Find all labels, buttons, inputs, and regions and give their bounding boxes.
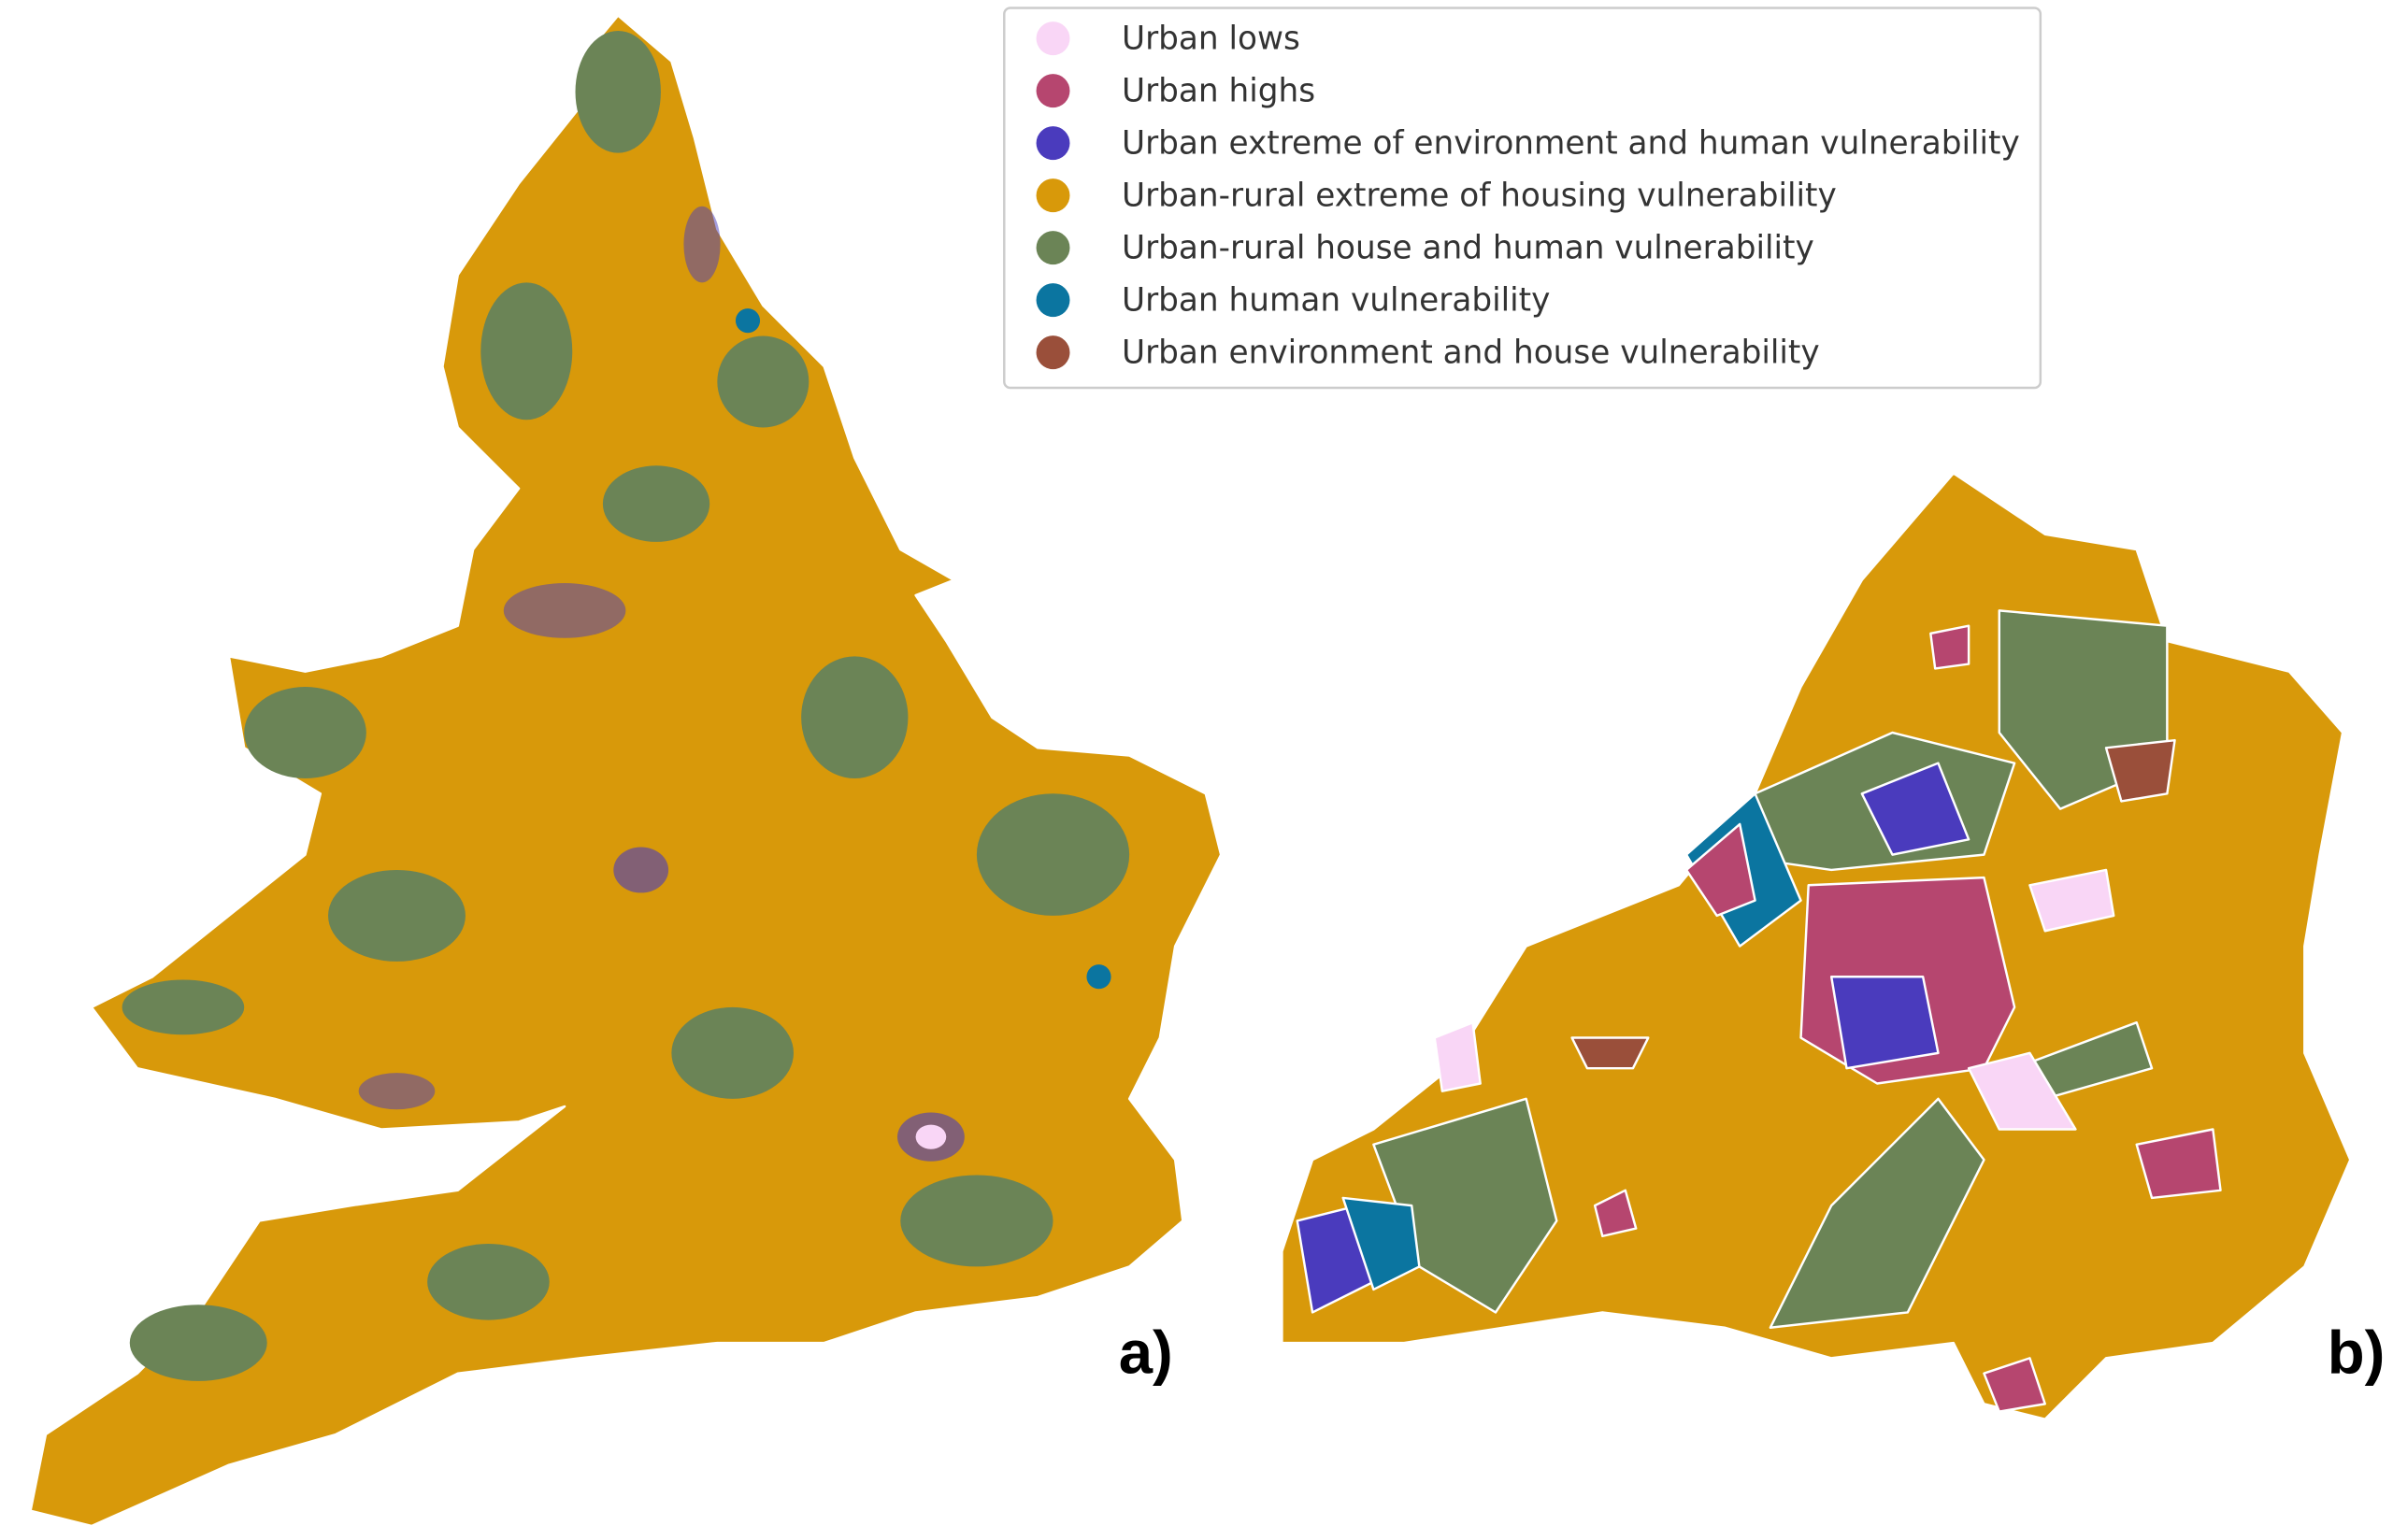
green-areas (122, 30, 1130, 1381)
region (122, 979, 245, 1035)
region (503, 583, 626, 638)
region (717, 335, 810, 428)
region (1829, 976, 1940, 1070)
legend-box (1003, 7, 2042, 390)
region (2028, 868, 2115, 933)
region (1086, 964, 1111, 990)
map-b: b) (1281, 472, 2386, 1420)
region (244, 687, 366, 778)
region (358, 1073, 436, 1110)
legend-marker (1036, 178, 1070, 213)
region (1341, 1196, 1421, 1291)
region (683, 206, 721, 283)
urban-areas (358, 206, 1111, 1162)
region (1433, 1020, 1482, 1092)
region (976, 793, 1130, 916)
region (1570, 1036, 1650, 1070)
legend-label: Urban lows (1122, 20, 1300, 57)
region (915, 1124, 947, 1149)
region (1593, 1189, 1638, 1237)
region (1929, 624, 1970, 670)
region (328, 869, 466, 962)
region (2135, 1128, 2222, 1200)
region (735, 308, 761, 334)
region (602, 465, 710, 542)
legend-marker (1036, 231, 1070, 265)
region (129, 1305, 267, 1381)
region (1983, 1357, 2046, 1413)
legend-label: Urban environment and house vulnerabilit… (1122, 334, 1820, 371)
region (1684, 822, 1756, 918)
legend-marker (1036, 283, 1070, 318)
legend-label: Urban human vulnerability (1122, 281, 1550, 319)
legend-marker (1036, 21, 1070, 56)
region (1860, 762, 1970, 856)
legend-label: Urban-rural house and human vulnerabilit… (1122, 229, 1814, 266)
region (801, 656, 909, 778)
region (1967, 1051, 2077, 1131)
map-a: a) (29, 14, 1223, 1528)
legend-label: Urban extreme of environment and human v… (1122, 124, 2020, 162)
legend-marker (1036, 335, 1070, 370)
legend-marker (1036, 126, 1070, 161)
region (613, 847, 669, 893)
region (427, 1243, 550, 1320)
legend-label: Urban-rural extreme of housing vulnerabi… (1122, 177, 1837, 214)
region (1769, 1097, 1985, 1329)
region (900, 1175, 1053, 1267)
panel-label: a) (1119, 1319, 1173, 1387)
region (575, 30, 661, 153)
panel-label: b) (2328, 1319, 2386, 1387)
region (2104, 738, 2176, 803)
region (671, 1006, 794, 1099)
region (480, 282, 573, 421)
legend: Urban lows Urban highs Urban extreme of en… (1003, 7, 2042, 390)
legend-marker (1036, 74, 1070, 108)
legend-label: Urban highs (1122, 72, 1315, 109)
